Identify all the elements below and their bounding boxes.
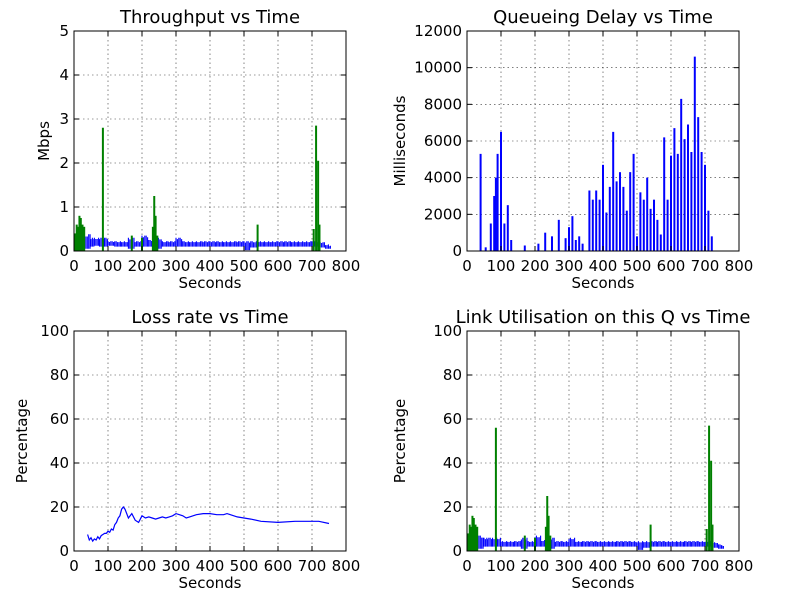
x-tick-label: 500	[230, 557, 259, 575]
x-tick-label: 300	[555, 257, 584, 275]
chart-panel-4: 0 100 200 300 400 500 600 700 800020406080100Lin…	[391, 307, 753, 592]
y-tick-label: 12000	[414, 22, 462, 40]
x-tick-label: 800	[725, 257, 754, 275]
x-tick-label: 600	[657, 557, 686, 575]
y-axis-label: Milliseconds	[391, 95, 409, 186]
x-axis-label: Seconds	[571, 274, 634, 292]
x-axis-label: Seconds	[571, 574, 634, 592]
x-tick-label: 300	[162, 257, 191, 275]
x-axis-label: Seconds	[178, 274, 241, 292]
chart-title: Link Utilisation on this Q vs Time	[456, 307, 751, 328]
y-tick-label: 20	[50, 498, 69, 516]
chart-panel-2: 0 100 200 300 400 500 600 700 800020004000600080…	[391, 7, 753, 292]
chart-panel-3: 0 100 200 300 400 500 600 700 800 0 20 40 60 80 100 Los…	[13, 307, 360, 592]
y-tick-label: 4	[59, 66, 69, 84]
x-tick-label: 0	[69, 557, 79, 575]
x-tick-label: 700	[691, 557, 720, 575]
x-axis-label: Seconds	[178, 574, 241, 592]
series-line-1	[87, 506, 330, 543]
y-tick-label: 0	[59, 242, 69, 260]
y-tick-label: 8000	[424, 95, 462, 113]
y-tick-label: 60	[50, 410, 69, 428]
x-tick-label: 200	[521, 257, 550, 275]
x-tick-label: 0	[462, 257, 472, 275]
y-tick-label: 100	[433, 322, 462, 340]
chart-title: Loss rate vs Time	[131, 307, 288, 328]
series-group	[74, 125, 331, 251]
chart-panel-1: 0 100 200 300 400 500 600 700 800 0 1 2 3 4 5 Throughpu…	[35, 7, 360, 292]
chart-title: Throughput vs Time	[119, 7, 300, 28]
y-tick-label: 5	[59, 22, 69, 40]
x-tick-label: 500	[623, 557, 652, 575]
x-tick-label: 500	[623, 257, 652, 275]
x-tick-label: 100	[487, 257, 516, 275]
y-tick-label: 100	[40, 322, 69, 340]
y-tick-label: 0	[59, 542, 69, 560]
y-axis-label: Percentage	[13, 399, 31, 483]
y-tick-label: 3	[59, 110, 69, 128]
x-tick-label: 600	[264, 557, 293, 575]
x-tick-label: 800	[332, 557, 361, 575]
x-tick-label: 800	[725, 557, 754, 575]
x-tick-label: 200	[128, 257, 157, 275]
series-band-1	[85, 234, 331, 251]
y-tick-label: 1	[59, 198, 69, 216]
plot-area	[74, 31, 346, 251]
x-tick-label: 600	[657, 257, 686, 275]
y-tick-label: 0	[452, 242, 462, 260]
y-tick-label: 40	[50, 454, 69, 472]
x-tick-label: 200	[128, 557, 157, 575]
y-tick-label: 80	[50, 366, 69, 384]
x-tick-label: 300	[555, 557, 584, 575]
y-tick-label: 4000	[424, 169, 462, 187]
x-tick-label: 0	[462, 557, 472, 575]
x-tick-label: 500	[230, 257, 259, 275]
x-tick-label: 300	[162, 557, 191, 575]
y-tick-label: 0	[452, 542, 462, 560]
x-tick-label: 700	[691, 257, 720, 275]
series-band-1	[478, 535, 724, 550]
y-tick-label: 60	[443, 410, 462, 428]
x-tick-label: 200	[521, 557, 550, 575]
x-tick-label: 700	[298, 557, 327, 575]
y-tick-label: 6000	[424, 132, 462, 150]
y-tick-label: 80	[443, 366, 462, 384]
x-tick-label: 100	[94, 557, 123, 575]
x-tick-label: 0	[69, 257, 79, 275]
y-tick-label: 2000	[424, 205, 462, 223]
x-tick-label: 400	[589, 257, 618, 275]
series-group	[87, 506, 330, 543]
x-tick-label: 400	[589, 557, 618, 575]
x-tick-label: 800	[332, 257, 361, 275]
series-group	[479, 56, 713, 251]
y-tick-label: 40	[443, 454, 462, 472]
y-tick-label: 10000	[414, 59, 462, 77]
x-tick-label: 600	[264, 257, 293, 275]
x-tick-label: 100	[94, 257, 123, 275]
y-axis-label: Percentage	[391, 399, 409, 483]
y-axis-label: Mbps	[35, 121, 53, 161]
chart-title: Queueing Delay vs Time	[493, 7, 713, 28]
x-tick-label: 100	[487, 557, 516, 575]
x-tick-label: 400	[196, 257, 225, 275]
x-tick-label: 400	[196, 557, 225, 575]
series-group	[467, 425, 724, 551]
y-tick-label: 20	[443, 498, 462, 516]
x-tick-label: 700	[298, 257, 327, 275]
y-tick-label: 2	[59, 154, 69, 172]
